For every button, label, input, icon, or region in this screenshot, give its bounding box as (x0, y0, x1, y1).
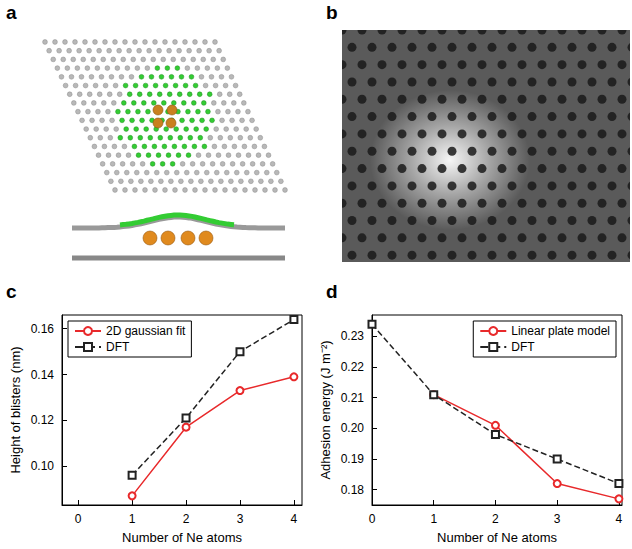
svg-text:2: 2 (492, 512, 499, 526)
svg-text:0.14: 0.14 (31, 368, 55, 382)
svg-text:Number of Ne atoms: Number of Ne atoms (122, 530, 242, 545)
svg-text:3: 3 (237, 512, 244, 526)
svg-text:d: d (326, 281, 338, 302)
svg-text:0.10: 0.10 (31, 459, 55, 473)
svg-text:0.20: 0.20 (341, 421, 365, 435)
svg-text:1: 1 (129, 512, 136, 526)
svg-text:0.21: 0.21 (341, 391, 365, 405)
svg-text:0: 0 (369, 512, 376, 526)
svg-text:DFT: DFT (511, 340, 535, 354)
svg-text:0: 0 (75, 512, 82, 526)
svg-text:0.23: 0.23 (341, 329, 365, 343)
svg-text:3: 3 (554, 512, 561, 526)
svg-text:0.19: 0.19 (341, 452, 365, 466)
svg-text:0.18: 0.18 (341, 483, 365, 497)
svg-text:Number of Ne atoms: Number of Ne atoms (437, 530, 557, 545)
svg-text:0.22: 0.22 (341, 360, 365, 374)
svg-text:4: 4 (616, 512, 623, 526)
svg-text:2D gaussian fit: 2D gaussian fit (106, 324, 186, 338)
svg-text:Linear plate model: Linear plate model (511, 324, 610, 338)
svg-text:c: c (6, 281, 17, 302)
html-text:a: a (6, 2, 17, 23)
svg-text:Adhesion energy (J m⁻²): Adhesion energy (J m⁻²) (318, 340, 333, 479)
svg-text:1: 1 (430, 512, 437, 526)
svg-text:2: 2 (183, 512, 190, 526)
svg-text:4: 4 (291, 512, 298, 526)
svg-text:DFT: DFT (106, 340, 130, 354)
html-text:b: b (326, 2, 338, 23)
svg-text:Height of blisters (nm): Height of blisters (nm) (8, 346, 23, 473)
svg-text:0.16: 0.16 (31, 322, 55, 336)
svg-text:0.12: 0.12 (31, 413, 55, 427)
